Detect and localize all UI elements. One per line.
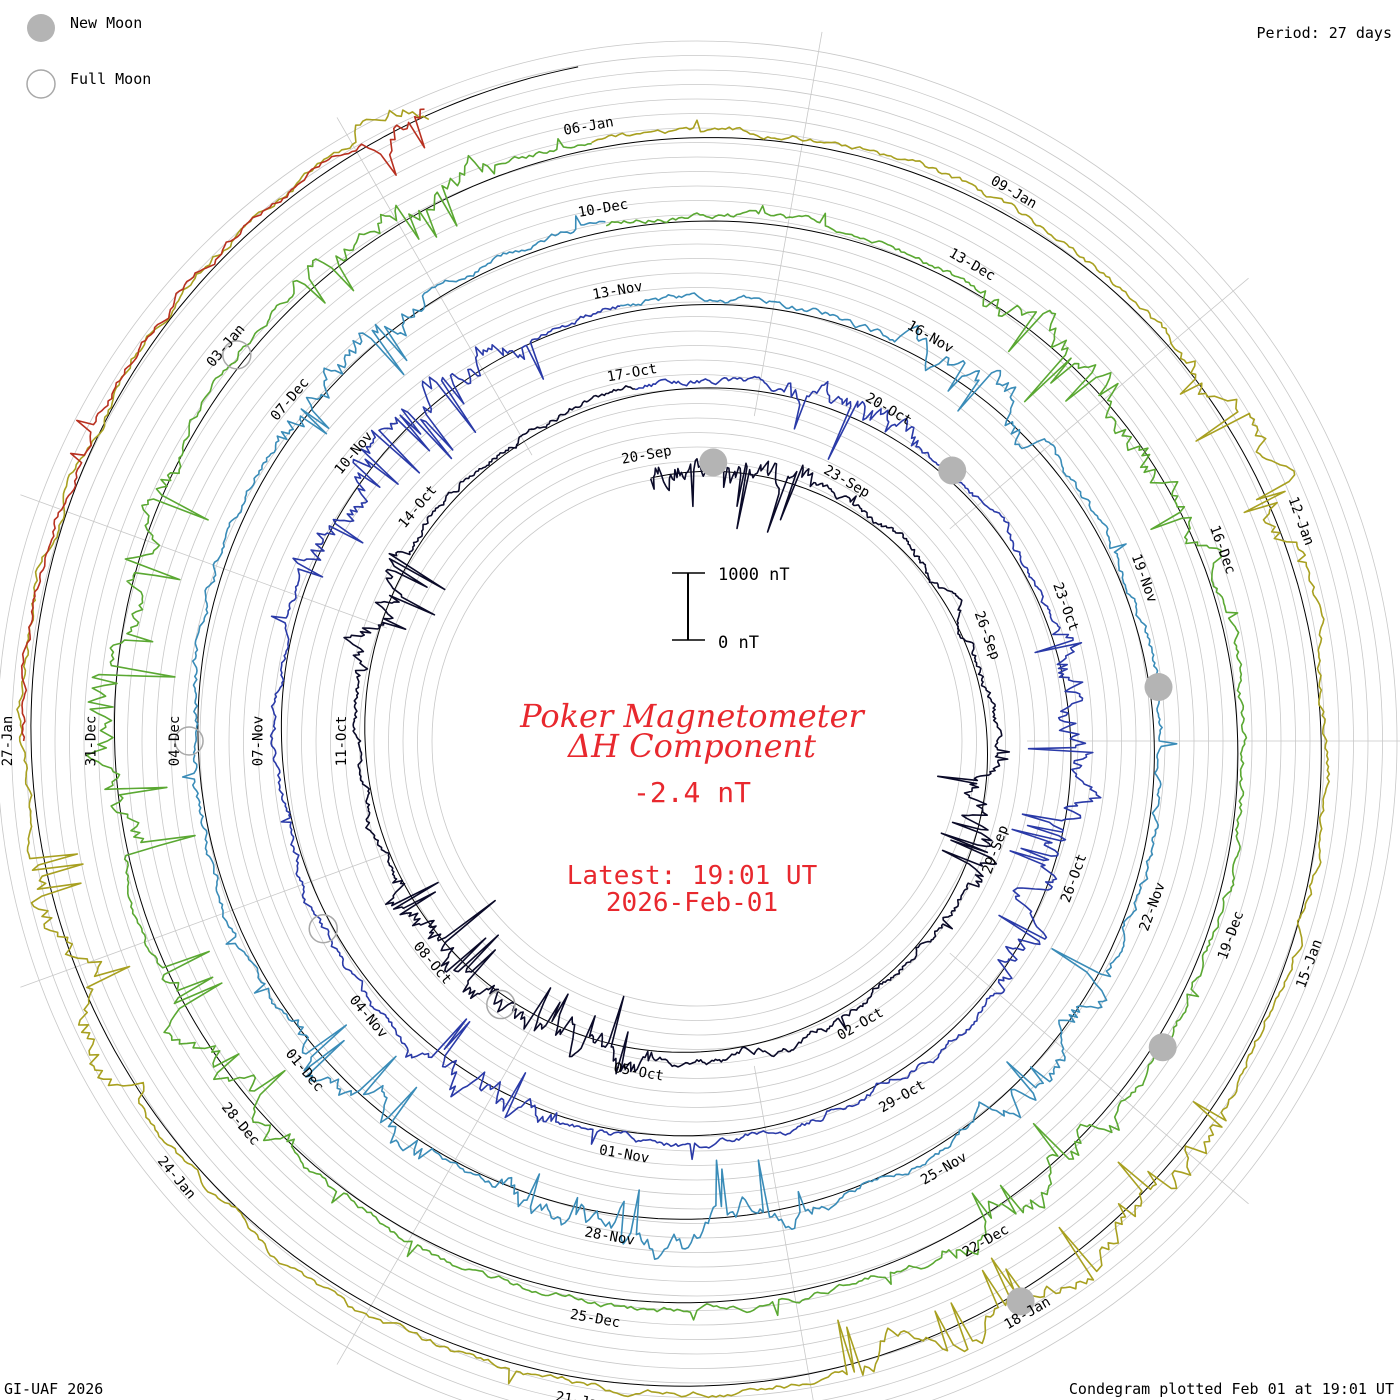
full-moon-marker [174,726,204,756]
grid-spoke [753,31,823,417]
date-label: 01-Nov [598,1142,651,1167]
new-moon-marker [938,456,967,485]
trace-rotation-5 [16,109,1331,1399]
legend: New Moon Full Moon [26,14,151,99]
date-label: 27-Jan [0,716,16,767]
grid-spoke [949,277,1249,530]
baseline-turn [113,148,1239,1304]
grid-spoke [20,853,388,988]
date-label: 26-Oct [1058,852,1090,905]
date-label: 16-Nov [904,318,956,357]
date-label: 26-Sep [971,609,1003,662]
grid-spoke [949,952,1249,1205]
date-label: 13-Dec [946,245,998,284]
date-label: 13-Nov [591,279,644,304]
chart-subtitle: ΔH Component [566,727,816,765]
scale-bottom-label: 0 nT [718,633,759,653]
date-label: 05-Oct [612,1060,665,1085]
date-label: 04-Dec [167,716,183,767]
baseline-turn [280,313,1072,1137]
new-moon-marker [1006,1287,1035,1316]
chart-title: Poker Magnetometer [519,697,865,735]
grid-circle [431,475,963,1007]
new-moon-marker [699,448,728,477]
baseline-turn [197,230,1155,1220]
new-moon-marker [1148,1033,1177,1062]
date-label: 29-Sep [980,823,1012,876]
full-moon-marker [486,989,516,1020]
date-label: 23-Oct [1049,580,1081,633]
full-moon-legend-icon [26,69,56,99]
footer-credit: GI-UAF 2026 [4,1380,103,1398]
full-moon-legend-label: Full Moon [70,70,151,88]
trace-rotation-1 [343,385,1011,1075]
latest-time: Latest: 19:01 UT [567,861,818,891]
date-label: 21-Jan [554,1389,607,1400]
date-label: 09-Jan [988,173,1040,212]
trace-rotation-2 [269,305,1102,1161]
moon-phase-markers [174,340,1177,1316]
trace-rotation-4 [85,138,1248,1321]
date-label: 31-Dec [84,716,100,767]
grid-circle [402,446,992,1036]
date-label: 07-Nov [251,716,267,767]
current-value: -2.4 nT [633,776,751,809]
new-moon-legend-icon [27,14,55,42]
baseline-turn [30,66,1322,1387]
baseline-turn [364,395,989,1053]
date-label: 10-Dec [577,196,630,221]
trace-rotation-6 [20,108,426,742]
footer-plot-time: Condegram plotted Feb 01 at 19:01 UT [1069,1380,1394,1398]
grid-spoke [753,1065,814,1400]
grid-circle [388,432,1006,1050]
scale-bar: 1000 nT 0 nT [672,565,790,653]
latest-date: 2026-Feb-01 [606,888,778,918]
date-label: 11-Oct [334,716,350,767]
new-moon-marker [1144,673,1173,702]
full-moon-marker [222,340,252,370]
grid-spoke [20,494,388,629]
period-label: Period: 27 days [1257,24,1392,42]
magnetometer-traces [16,108,1331,1399]
date-label: 06-Jan [562,114,615,139]
date-label: 15-Jan [1293,937,1325,990]
trace-rotation-3 [181,215,1178,1260]
date-label: 17-Oct [606,361,659,386]
rotation-baselines [30,66,1322,1387]
grid-circle [373,417,1021,1065]
new-moon-legend-label: New Moon [70,14,142,32]
date-label: 20-Sep [620,443,673,468]
scale-top-label: 1000 nT [718,565,790,585]
date-label: 12-Jan [1285,495,1317,548]
full-moon-marker [308,913,338,944]
grid-spoke [336,117,533,456]
